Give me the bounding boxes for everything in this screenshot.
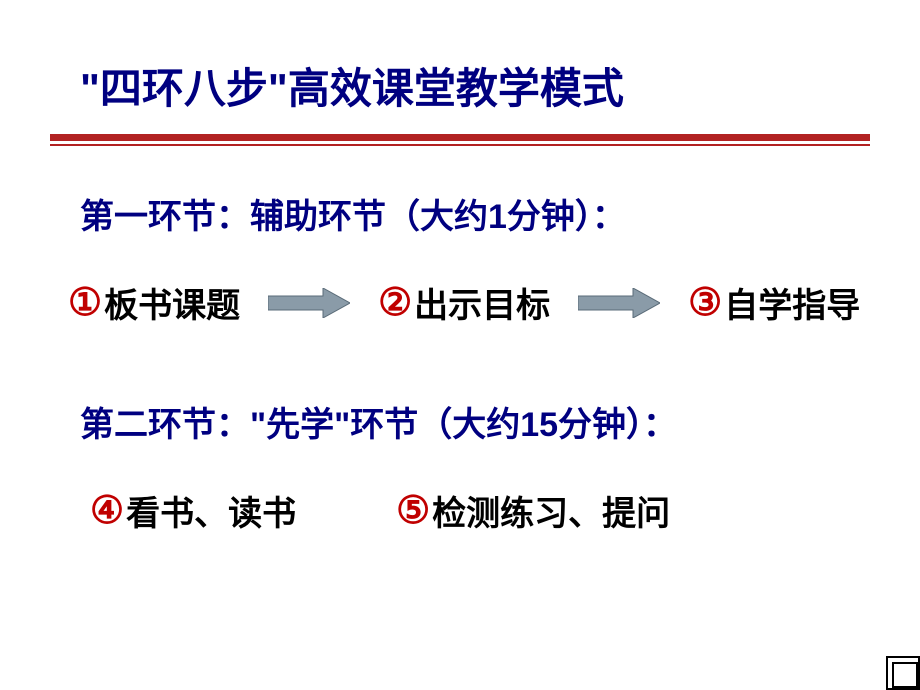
step-3: ③ 自学指导 — [688, 278, 860, 327]
step-2-number-icon: ② — [378, 280, 412, 325]
corner-box-icon — [886, 656, 920, 690]
arrow-icon — [268, 288, 350, 318]
step-3-label: 自学指导 — [724, 278, 860, 327]
step-5-label: 检测练习、提问 — [432, 486, 670, 535]
step-5: ⑤ 检测练习、提问 — [396, 486, 670, 535]
step-2-label: 出示目标 — [414, 278, 550, 327]
section-2-steps: ④ 看书、读书 ⑤ 检测练习、提问 — [50, 486, 870, 535]
section-1-header: 第一环节：辅助环节（大约1分钟）： — [50, 189, 870, 238]
section-2-header: 第二环节："先学"环节（大约15分钟）： — [50, 397, 870, 446]
page-title: "四环八步"高效课堂教学模式 — [50, 55, 870, 116]
step-1-number-icon: ① — [68, 280, 102, 325]
step-1-label: 板书课题 — [104, 278, 240, 327]
section-1-steps: ① 板书课题 ② 出示目标 ③ 自学指导 — [50, 278, 870, 327]
step-5-number-icon: ⑤ — [396, 488, 430, 533]
slide: "四环八步"高效课堂教学模式 第一环节：辅助环节（大约1分钟）： ① 板书课题 … — [0, 0, 920, 690]
arrow-icon — [578, 288, 660, 318]
step-3-number-icon: ③ — [688, 280, 722, 325]
underline-thick — [50, 134, 870, 141]
underline-thin — [50, 144, 870, 146]
step-2: ② 出示目标 — [378, 278, 550, 327]
step-1: ① 板书课题 — [68, 278, 240, 327]
step-4: ④ 看书、读书 — [90, 486, 296, 535]
title-underline — [50, 134, 870, 144]
step-4-number-icon: ④ — [90, 488, 124, 533]
step-4-label: 看书、读书 — [126, 486, 296, 535]
